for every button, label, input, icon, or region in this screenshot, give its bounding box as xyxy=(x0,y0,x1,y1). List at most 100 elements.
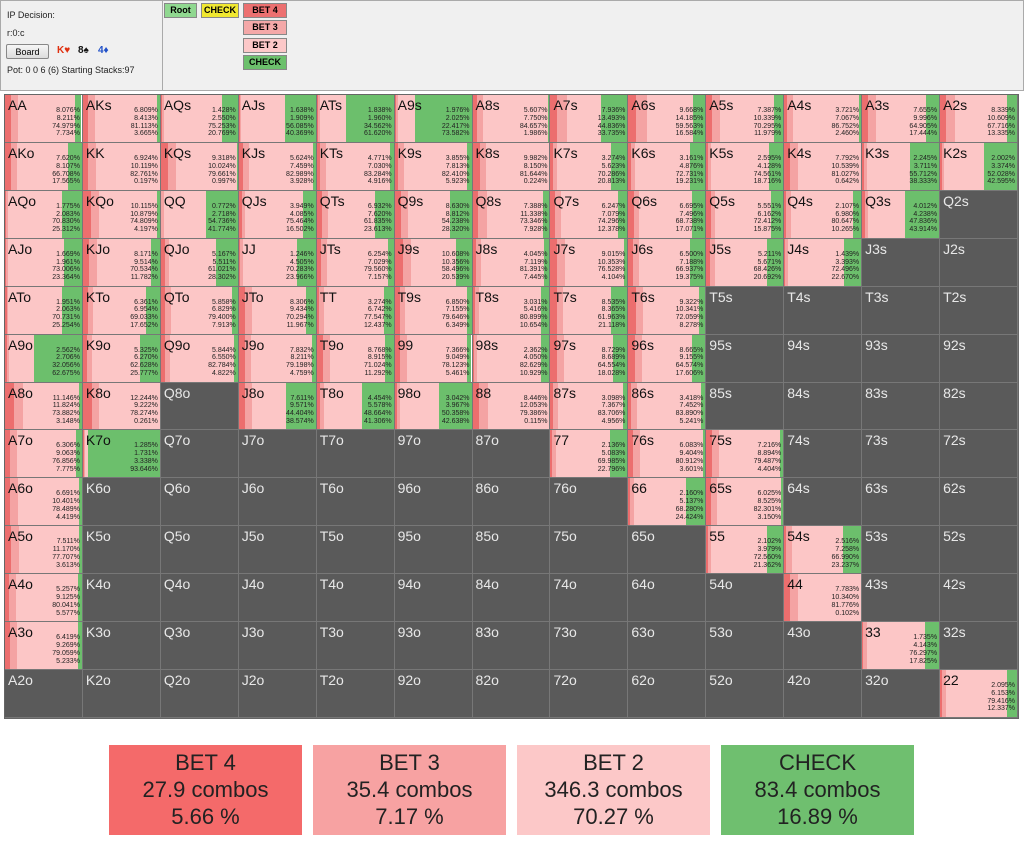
hand-cell-87s[interactable]: 87s 3.098% 7.367% 83.706% 4.956% xyxy=(550,382,629,431)
hand-cell-92o[interactable]: 92o xyxy=(394,670,473,718)
hand-cell-AQs[interactable]: AQs 1.428% 2.550% 75.253% 20.769% xyxy=(160,95,239,143)
hand-cell-Q2o[interactable]: Q2o xyxy=(160,670,239,718)
hand-cell-J3o[interactable]: J3o xyxy=(238,622,317,671)
hand-cell-96s[interactable]: 96s 8.665% 9.155% 64.574% 17.606% xyxy=(628,334,707,383)
hand-cell-A7s[interactable]: A7s 7.936% 13.493% 44.836% 33.735% xyxy=(550,95,629,143)
hand-cell-T8o[interactable]: T8o 4.454% 5.578% 48.664% 41.306% xyxy=(316,382,395,431)
hand-cell-74s[interactable]: 74s xyxy=(784,430,863,479)
hand-cell-75o[interactable]: 75o xyxy=(550,526,629,575)
hand-cell-94o[interactable]: 94o xyxy=(394,574,473,623)
hand-cell-Q6o[interactable]: Q6o xyxy=(160,478,239,527)
hand-cell-AKs[interactable]: AKs 6.809% 8.413% 81.113% 3.665% xyxy=(82,95,161,143)
hand-cell-A9o[interactable]: A9o 2.562% 2.706% 32.056% 62.675% xyxy=(5,334,83,383)
hand-cell-KJo[interactable]: KJo 8.171% 9.514% 70.534% 11.782% xyxy=(82,238,161,287)
hand-cell-62o[interactable]: 62o xyxy=(628,670,707,718)
hand-cell-A5o[interactable]: A5o 7.511% 11.170% 77.707% 3.613% xyxy=(5,526,83,575)
hand-cell-76o[interactable]: 76o xyxy=(550,478,629,527)
hand-cell-93o[interactable]: 93o xyxy=(394,622,473,671)
hand-cell-T7s[interactable]: T7s 8.535% 8.365% 61.963% 21.118% xyxy=(550,286,629,335)
hand-cell-Q4s[interactable]: Q4s 2.107% 6.980% 80.647% 10.265% xyxy=(784,190,863,239)
tree-node-bet4[interactable]: BET 4 xyxy=(243,3,287,18)
hand-cell-T4o[interactable]: T4o xyxy=(316,574,395,623)
hand-cell-AQo[interactable]: AQo 1.775% 2.083% 70.830% 25.312% xyxy=(5,190,83,239)
hand-cell-K8o[interactable]: K8o 12.244% 9.222% 78.274% 0.261% xyxy=(82,382,161,431)
hand-cell-97s[interactable]: 97s 8.729% 8.689% 64.554% 18.028% xyxy=(550,334,629,383)
hand-cell-QJs[interactable]: QJs 3.949% 4.085% 75.464% 16.502% xyxy=(238,190,317,239)
hand-cell-J7s[interactable]: J7s 9.015% 10.353% 76.528% 4.104% xyxy=(550,238,629,287)
hand-cell-75s[interactable]: 75s 7.216% 8.894% 79.487% 4.404% xyxy=(706,430,785,479)
hand-cell-AJo[interactable]: AJo 1.669% 1.961% 73.006% 23.364% xyxy=(5,238,83,287)
hand-cell-T2o[interactable]: T2o xyxy=(316,670,395,718)
hand-cell-K7s[interactable]: K7s 3.274% 5.623% 70.286% 20.813% xyxy=(550,142,629,191)
hand-cell-K5o[interactable]: K5o xyxy=(82,526,161,575)
hand-cell-J5s[interactable]: J5s 5.211% 5.671% 68.426% 20.692% xyxy=(706,238,785,287)
hand-cell-J6o[interactable]: J6o xyxy=(238,478,317,527)
hand-cell-A9s[interactable]: A9s 1.976% 2.025% 22.417% 73.582% xyxy=(394,95,473,143)
hand-cell-Q8s[interactable]: Q8s 7.388% 11.338% 73.346% 7.928% xyxy=(472,190,551,239)
hand-cell-K2o[interactable]: K2o xyxy=(82,670,161,718)
hand-cell-AA[interactable]: AA 8.076% 8.211% 74.979% 7.734% xyxy=(5,95,83,143)
hand-cell-AJs[interactable]: AJs 1.638% 1.909% 56.085% 40.369% xyxy=(238,95,317,143)
hand-cell-A4o[interactable]: A4o 5.257% 9.125% 80.041% 5.577% xyxy=(5,574,83,623)
hand-cell-Q7s[interactable]: Q7s 6.247% 7.079% 74.296% 12.378% xyxy=(550,190,629,239)
hand-cell-K3o[interactable]: K3o xyxy=(82,622,161,671)
hand-cell-Q5s[interactable]: Q5s 5.551% 6.162% 72.412% 15.875% xyxy=(706,190,785,239)
hand-cell-JTs[interactable]: JTs 6.254% 7.029% 79.560% 7.157% xyxy=(316,238,395,287)
hand-cell-Q8o[interactable]: Q8o xyxy=(160,382,239,431)
hand-cell-J5o[interactable]: J5o xyxy=(238,526,317,575)
hand-cell-TT[interactable]: TT 3.274% 6.742% 77.547% 12.437% xyxy=(316,286,395,335)
hand-cell-73s[interactable]: 73s xyxy=(862,430,941,479)
hand-cell-53o[interactable]: 53o xyxy=(706,622,785,671)
hand-cell-99[interactable]: 99 7.366% 9.049% 78.123% 5.461% xyxy=(394,334,473,383)
hand-cell-ATo[interactable]: ATo 1.951% 2.063% 70.731% 25.254% xyxy=(5,286,83,335)
hand-cell-Q3s[interactable]: Q3s 4.012% 4.238% 47.836% 43.914% xyxy=(862,190,941,239)
hand-cell-J4s[interactable]: J4s 1.439% 3.393% 72.496% 22.670% xyxy=(784,238,863,287)
hand-cell-T3s[interactable]: T3s xyxy=(862,286,941,335)
hand-cell-54s[interactable]: 54s 2.516% 7.258% 66.990% 23.237% xyxy=(784,526,863,575)
hand-cell-63o[interactable]: 63o xyxy=(628,622,707,671)
hand-cell-K4s[interactable]: K4s 7.792% 10.539% 81.027% 0.642% xyxy=(784,142,863,191)
hand-cell-Q6s[interactable]: Q6s 6.695% 7.496% 68.738% 17.071% xyxy=(628,190,707,239)
hand-cell-T9o[interactable]: T9o 8.768% 8.915% 71.024% 11.292% xyxy=(316,334,395,383)
hand-cell-74o[interactable]: 74o xyxy=(550,574,629,623)
hand-cell-86s[interactable]: 86s 3.418% 7.452% 83.890% 5.241% xyxy=(628,382,707,431)
hand-cell-K5s[interactable]: K5s 2.595% 4.128% 74.561% 18.716% xyxy=(706,142,785,191)
hand-cell-66[interactable]: 66 2.160% 5.137% 68.280% 24.424% xyxy=(628,478,707,527)
hand-cell-J3s[interactable]: J3s xyxy=(862,238,941,287)
hand-cell-KQo[interactable]: KQo 10.115% 10.879% 74.809% 4.197% xyxy=(82,190,161,239)
hand-cell-52s[interactable]: 52s xyxy=(940,526,1018,575)
hand-cell-QJo[interactable]: QJo 5.167% 5.511% 61.021% 28.302% xyxy=(160,238,239,287)
hand-cell-72o[interactable]: 72o xyxy=(550,670,629,718)
hand-cell-42s[interactable]: 42s xyxy=(940,574,1018,623)
hand-cell-98s[interactable]: 98s 2.362% 4.050% 82.629% 10.929% xyxy=(472,334,551,383)
hand-cell-A3o[interactable]: A3o 6.419% 9.269% 79.059% 5.233% xyxy=(5,622,83,671)
hand-cell-A3s[interactable]: A3s 7.655% 9.996% 64.905% 17.444% xyxy=(862,95,941,143)
hand-cell-65s[interactable]: 65s 6.025% 8.525% 82.301% 3.150% xyxy=(706,478,785,527)
hand-cell-92s[interactable]: 92s xyxy=(940,334,1018,383)
hand-cell-83o[interactable]: 83o xyxy=(472,622,551,671)
hand-cell-KQs[interactable]: KQs 9.318% 10.024% 79.661% 0.997% xyxy=(160,142,239,191)
hand-cell-82o[interactable]: 82o xyxy=(472,670,551,718)
hand-cell-QTo[interactable]: QTo 5.858% 6.829% 79.400% 7.913% xyxy=(160,286,239,335)
hand-cell-JJ[interactable]: JJ 1.246% 4.505% 70.283% 23.966% xyxy=(238,238,317,287)
hand-cell-93s[interactable]: 93s xyxy=(862,334,941,383)
hand-cell-53s[interactable]: 53s xyxy=(862,526,941,575)
hand-cell-52o[interactable]: 52o xyxy=(706,670,785,718)
hand-cell-J2s[interactable]: J2s xyxy=(940,238,1018,287)
hand-cell-86o[interactable]: 86o xyxy=(472,478,551,527)
hand-cell-A8s[interactable]: A8s 5.607% 7.750% 84.657% 1.986% xyxy=(472,95,551,143)
hand-cell-QQ[interactable]: QQ 0.772% 2.718% 54.736% 41.774% xyxy=(160,190,239,239)
tree-node-bet3[interactable]: BET 3 xyxy=(243,20,287,35)
hand-cell-65o[interactable]: 65o xyxy=(628,526,707,575)
hand-cell-T6s[interactable]: T6s 9.322% 10.341% 72.059% 8.278% xyxy=(628,286,707,335)
hand-cell-A6s[interactable]: A6s 9.668% 14.185% 59.563% 16.584% xyxy=(628,95,707,143)
hand-cell-T8s[interactable]: T8s 3.031% 5.416% 80.899% 10.654% xyxy=(472,286,551,335)
hand-cell-K4o[interactable]: K4o xyxy=(82,574,161,623)
hand-cell-98o[interactable]: 98o 3.042% 3.967% 50.358% 42.638% xyxy=(394,382,473,431)
hand-cell-95o[interactable]: 95o xyxy=(394,526,473,575)
hand-cell-85s[interactable]: 85s xyxy=(706,382,785,431)
hand-cell-32o[interactable]: 32o xyxy=(862,670,941,718)
hand-cell-76s[interactable]: 76s 6.083% 9.404% 80.912% 3.601% xyxy=(628,430,707,479)
hand-cell-77[interactable]: 77 2.136% 5.083% 69.985% 22.796% xyxy=(550,430,629,479)
hand-cell-97o[interactable]: 97o xyxy=(394,430,473,479)
